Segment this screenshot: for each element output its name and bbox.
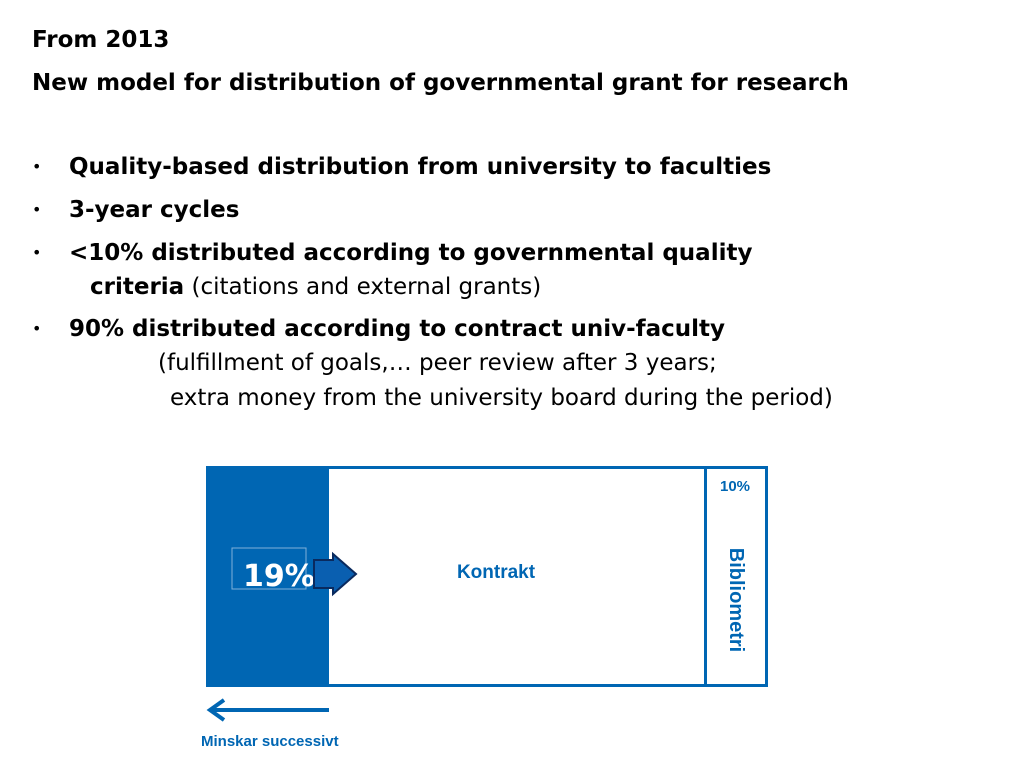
bullet-marker: • <box>32 319 42 338</box>
left-segment <box>206 466 329 687</box>
bullet-4-line2: (fulfillment of goals,… peer review afte… <box>158 350 717 376</box>
arrow-caption: Minskar successivt <box>201 733 339 750</box>
bullet-3-line2: criteria (citations and external grants) <box>90 273 541 301</box>
center-label: Kontrakt <box>457 562 536 583</box>
right-label: Bibliometri <box>725 548 747 652</box>
bullet-marker: • <box>32 200 42 219</box>
slide-heading: From 2013 <box>32 27 170 53</box>
left-value-box <box>231 547 307 590</box>
bullet-1-text: Quality-based distribution from universi… <box>69 154 772 180</box>
right-divider <box>704 467 707 686</box>
bullet-4-line1: 90% distributed according to contract un… <box>69 316 726 342</box>
grant-distribution-diagram: 19% Kontrakt 10% Bibliometri <box>206 466 768 687</box>
bullet-3-line1: <10% distributed according to government… <box>69 240 753 266</box>
right-arrow-icon <box>313 551 358 597</box>
left-arrow-icon <box>206 698 329 722</box>
bullet-2-text: 3-year cycles <box>69 197 240 223</box>
slide-subheading: New model for distribution of government… <box>32 70 849 96</box>
bullet-marker: • <box>32 243 42 262</box>
right-value: 10% <box>720 478 750 495</box>
left-value: 19% <box>243 559 315 594</box>
diagram-svg: 19% Kontrakt 10% Bibliometri <box>206 466 768 687</box>
bullet-4-line3: extra money from the university board du… <box>170 385 833 411</box>
bullet-marker: • <box>32 157 42 176</box>
bullet-3-criteria: criteria <box>90 274 185 300</box>
bullet-3-criteria-note: (citations and external grants) <box>184 274 542 300</box>
